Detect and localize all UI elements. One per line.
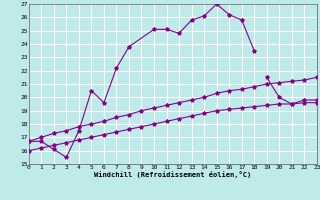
X-axis label: Windchill (Refroidissement éolien,°C): Windchill (Refroidissement éolien,°C) xyxy=(94,171,252,178)
